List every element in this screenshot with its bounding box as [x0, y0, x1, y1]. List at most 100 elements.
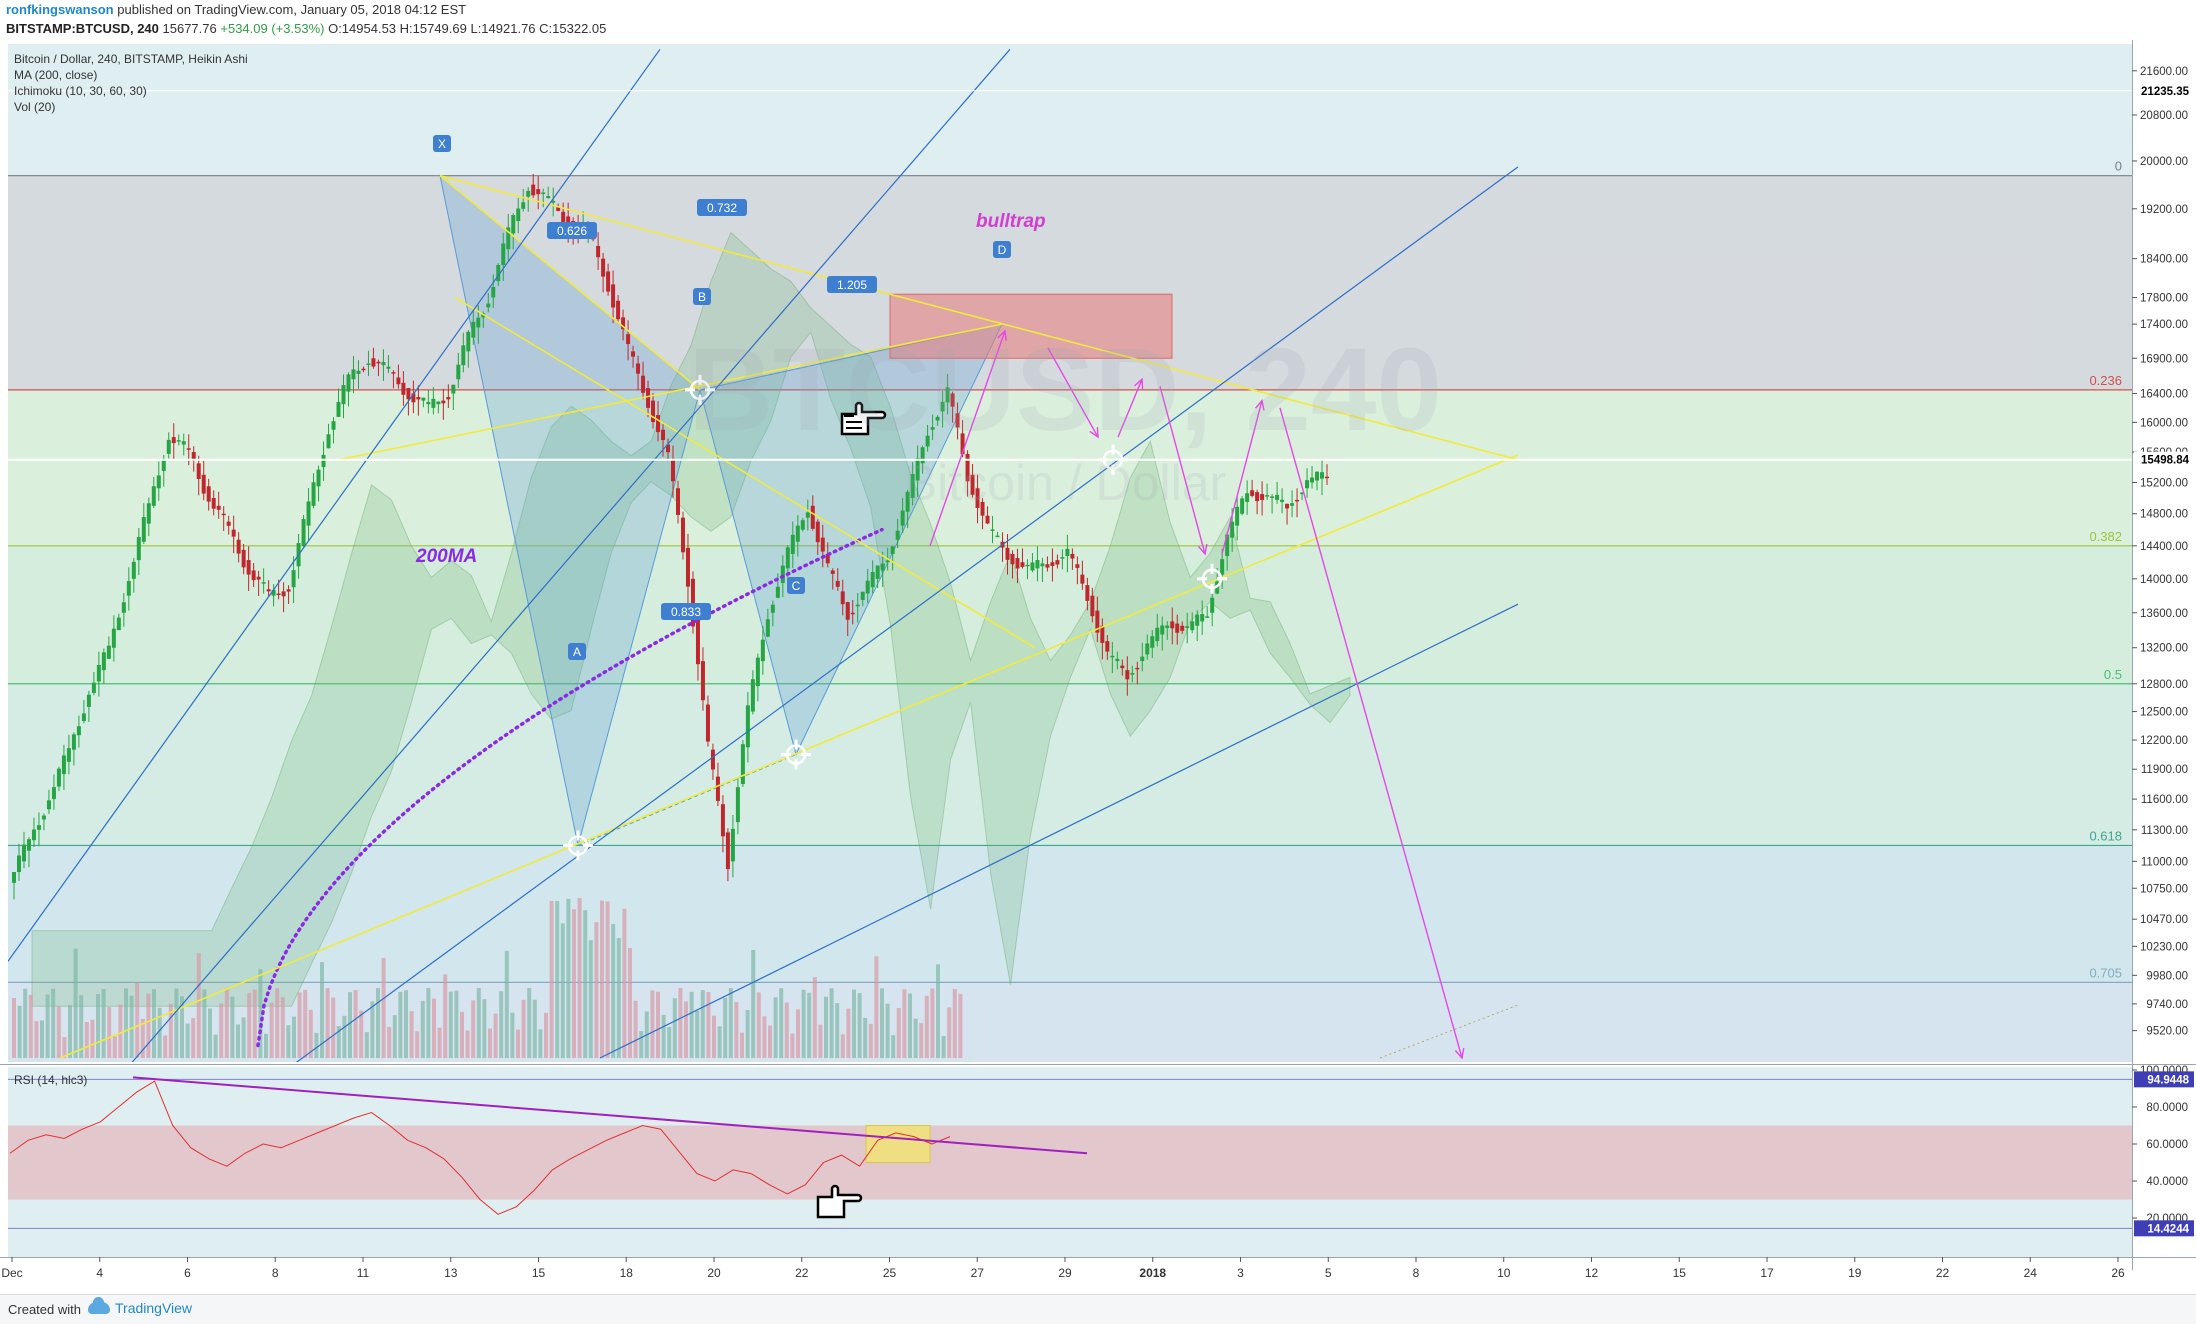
volume-bar [723, 997, 728, 1058]
volume-bar [846, 1008, 851, 1058]
candle-body [536, 189, 541, 195]
candle-body [1125, 670, 1130, 680]
trendline-blue[interactable] [599, 603, 1519, 1059]
candle-body [131, 561, 136, 579]
rsi-band [8, 1125, 2132, 1200]
candle-body [151, 486, 156, 506]
arrow-head [997, 329, 1007, 341]
tradingview-link[interactable]: TradingView [88, 1297, 192, 1316]
projection-arrow[interactable] [1279, 407, 1463, 1059]
volume-bar [415, 1031, 420, 1058]
candle-body [1265, 495, 1270, 497]
price-tick-label: 14000.00 [2140, 574, 2188, 586]
candle-body [1205, 616, 1210, 618]
point-label-x-badge [433, 135, 451, 152]
candle-body [126, 581, 131, 596]
volume-bar [420, 1000, 425, 1058]
volume-bar [460, 1011, 464, 1058]
volume-bar [331, 997, 336, 1058]
projection-arrows[interactable] [929, 329, 1465, 1060]
candle-body [930, 427, 935, 430]
candle-body [1020, 562, 1025, 567]
candle-body [780, 565, 785, 583]
rsi-highlight-box[interactable] [865, 1125, 931, 1163]
volume-bar [73, 948, 78, 1058]
volume-bar [348, 992, 352, 1058]
fibonacci-retracement[interactable]: 0 0.236 0.382 0.5 0.618 0.705 [8, 159, 2132, 1062]
volume-bar [292, 1016, 296, 1058]
rsi-axis[interactable]: 100.000080.000060.000040.000020.000094.9… [2132, 1065, 2194, 1237]
projection-arrow[interactable] [929, 330, 1006, 547]
volume-bar [784, 1002, 789, 1058]
volume-bar [297, 992, 302, 1058]
projection-arrow[interactable] [1117, 378, 1143, 438]
author-link[interactable]: ronfkingswanson [6, 2, 114, 17]
pattern-bd-leg[interactable] [699, 323, 1003, 391]
time-tick-label: 18 [620, 1266, 634, 1280]
trendline-blue[interactable] [250, 166, 1519, 1097]
target-cross [685, 374, 715, 405]
volume-bar [661, 1014, 666, 1058]
trendlines[interactable] [8, 48, 2132, 1205]
candle-body [835, 580, 840, 587]
price-axis[interactable]: 21600.00 20800.00 20000.00 19200.00 18400.00… [2132, 66, 2194, 1038]
trendline-yellow[interactable] [454, 296, 1036, 649]
candle-body [1145, 643, 1150, 655]
trendline-blue[interactable] [8, 48, 1011, 1205]
price-tick-label: 20800.00 [2140, 110, 2188, 122]
price-tick-label: 16000.00 [2140, 417, 2188, 429]
rsi-legend[interactable]: RSI (14, hlc3) [14, 1073, 87, 1087]
candle-body [216, 505, 221, 510]
volume-bar [672, 998, 677, 1058]
candle-body [666, 444, 671, 453]
volume-bar [353, 990, 358, 1058]
candle-body [885, 560, 890, 563]
price-pane[interactable]: 0 0.236 0.382 0.5 0.618 0.705 BTCUSD, 240 Bit… [8, 44, 2132, 1205]
candle-body [361, 368, 366, 371]
trendline-yellow[interactable] [439, 174, 1519, 461]
legend-volume[interactable]: Vol (20) [14, 100, 55, 114]
time-axis[interactable]: Dec 4 6 8 11 13 15 18 20 22 25 27 29 2018 3 5 8 10 12 15 17 1… [1, 1257, 2125, 1280]
target-crosshairs[interactable] [563, 374, 1227, 861]
time-tick-label: Dec [1, 1266, 22, 1280]
projection-arrow[interactable] [1047, 347, 1099, 438]
candle-body [1040, 563, 1045, 567]
time-tick-label: 10 [1497, 1266, 1511, 1280]
candle-body [466, 331, 471, 352]
candle-body [196, 463, 201, 479]
legend-ma[interactable]: MA (200, close) [14, 68, 97, 82]
candle-body [531, 184, 536, 196]
trendline-blue[interactable] [8, 48, 661, 962]
projection-arrow[interactable] [1159, 386, 1206, 555]
rsi-trendline[interactable] [132, 1076, 1088, 1155]
candle-body [446, 397, 451, 400]
volume-bar [583, 910, 588, 1058]
candle-body [106, 645, 111, 659]
volume-bar [880, 988, 884, 1058]
chart-canvas[interactable]: 0 0.236 0.382 0.5 0.618 0.705 BTCUSD, 240 Bit… [0, 40, 2196, 1294]
bulltrap-zone[interactable] [889, 293, 1173, 359]
candle-body [980, 501, 985, 516]
time-tick-label: 25 [883, 1266, 897, 1280]
created-with-label: Created with [8, 1302, 81, 1317]
rsi-pane[interactable]: RSI (14, hlc3) [8, 1067, 2132, 1257]
harmonic-pattern[interactable] [439, 174, 1173, 846]
candle-body [171, 437, 176, 444]
symbol-label: BITSTAMP:BTCUSD, 240 [6, 21, 159, 36]
price-tick-label: 20000.00 [2140, 156, 2188, 168]
candle-body [491, 286, 496, 298]
projection-arrow[interactable] [1221, 400, 1263, 555]
volume-bar [236, 1024, 240, 1058]
candle-body [121, 602, 126, 613]
candle-body [760, 639, 765, 662]
pattern-ac-leg[interactable] [577, 754, 797, 846]
volume-bar [504, 950, 509, 1058]
candle-body [950, 393, 955, 407]
volume-bar [12, 998, 16, 1058]
candle-body [331, 421, 336, 430]
trendline-yellow[interactable] [439, 175, 701, 391]
trendline-yellow[interactable] [339, 323, 1003, 461]
legend-ichimoku[interactable]: Ichimoku (10, 30, 60, 30) [14, 84, 147, 98]
candle-body [351, 369, 356, 380]
trendline-yellow[interactable] [59, 454, 1519, 1059]
